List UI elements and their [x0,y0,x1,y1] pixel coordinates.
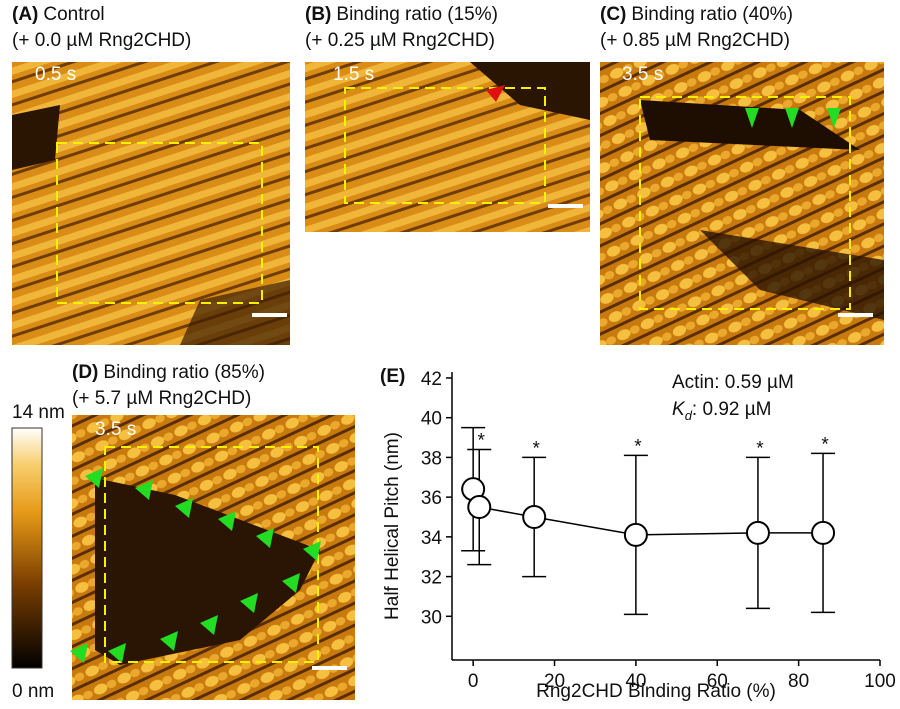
image-a [12,62,290,345]
panel-title: (A) Control [12,4,105,25]
chart: 30 32 34 36 38 40 42 0 20 40 60 80 100 Rng2CHD Bindin… [380,366,896,702]
significance: * [634,436,642,457]
panel-title-text: Control [43,4,104,25]
arrowhead [240,593,258,613]
panel-subtitle: (+ 0.0 µM Rng2CHD) [12,30,191,51]
significance: * [756,438,764,459]
y-tick-label: 36 [421,488,442,509]
colorbar [11,427,43,669]
image-b [305,62,590,232]
x-tick-label: 80 [788,671,809,692]
significance: * [821,434,829,455]
arrowhead [827,108,841,128]
x-tick-label: 40 [625,671,646,692]
panel-subtitle: (+ 0.85 µM Rng2CHD) [600,30,790,51]
arrowhead [70,643,88,663]
x-tick-label: 60 [707,671,728,692]
image-c [600,62,884,345]
point [623,522,648,547]
panel-title: (C) Binding ratio (40%) [600,4,793,25]
panel-subtitle: (+ 0.25 µM Rng2CHD) [305,30,495,51]
panel-subtitle: (+ 5.7 µM Rng2CHD) [72,388,251,409]
colorbar-top-label: 14 nm [12,402,65,423]
arrowheads [70,108,841,663]
point [522,504,547,529]
arrowhead [785,108,799,128]
x-tick-label: 20 [544,671,565,692]
y-axis-label: Half Helical Pitch (nm) [382,432,403,620]
kd-subscript: d [685,408,693,423]
kd-symbol: K [672,399,686,420]
arrowhead [745,108,759,128]
time-stamp: 1.5 s [333,64,374,85]
arrowhead [303,541,321,561]
panel-title: (B) Binding ratio (15%) [305,4,498,25]
arrowhead [256,528,274,548]
panel-title: (D) Binding ratio (85%) [72,362,265,383]
panel-letter: (C) [600,4,626,25]
y-tick-label: 30 [421,607,442,628]
annotation: Kd: 0.92 µM [672,399,772,423]
annotation: Actin: 0.59 µM [672,372,794,393]
colorbar-bottom-label: 0 nm [12,681,54,702]
time-stamp: 0.5 s [35,64,76,85]
point [811,520,836,545]
arrowhead [85,468,103,488]
arrowhead [218,511,236,531]
point [745,520,770,545]
arrowhead [160,631,178,651]
significance: * [478,430,486,451]
kd-text: : 0.92 µM [692,399,772,420]
panel-letter: (E) [380,366,405,387]
y-tick-label: 42 [421,369,442,390]
panel-title-text: Binding ratio (85%) [103,362,265,383]
time-stamp: 3.5 s [95,419,136,440]
y-tick-label: 38 [421,448,442,469]
point [467,495,492,520]
arrowhead [282,573,300,593]
x-tick-label: 0 [468,671,479,692]
significance: * [532,438,540,459]
y-tick-label: 32 [421,568,442,589]
panel-letter: (B) [305,4,331,25]
arrowhead [175,498,193,518]
panel-title: (E) [380,366,405,387]
panel-letter: (A) [12,4,38,25]
panel-title-text: Binding ratio (15%) [336,4,498,25]
arrowhead [135,480,153,500]
arrowhead [108,643,126,663]
panel-title-text: Binding ratio (40%) [631,4,793,25]
panel-letter: (D) [72,362,98,383]
image-d [72,415,355,700]
time-stamp: 3.5 s [622,64,663,85]
x-axis-label: Rng2CHD Binding Ratio (%) [536,681,776,702]
y-tick-label: 40 [421,409,442,430]
y-tick-label: 34 [421,528,443,549]
arrowhead [200,615,218,635]
x-tick-label: 100 [864,671,896,692]
